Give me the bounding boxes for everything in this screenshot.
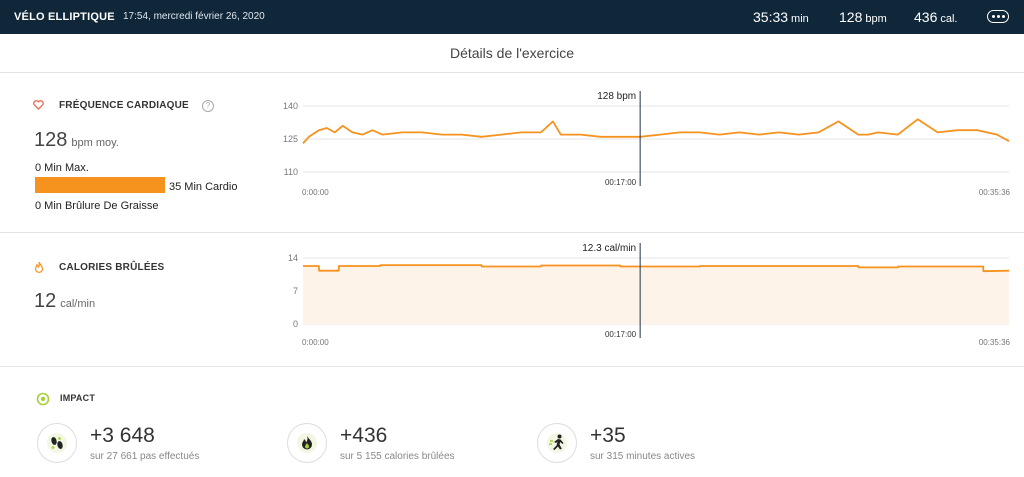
y-tick-label: 110 <box>284 167 298 177</box>
dot-icon <box>996 15 1000 18</box>
target-icon <box>36 392 50 406</box>
zone-fat-burn: 0 Min Brûlure De Graisse <box>35 200 159 212</box>
impact-steps-value: +3 648 <box>90 424 155 447</box>
section-divider <box>0 366 1024 367</box>
y-tick-label: 125 <box>283 134 298 144</box>
active-minutes-badge <box>537 423 577 463</box>
impact-title: IMPACT <box>60 393 96 403</box>
heart-avg: 128 bpm moy. <box>34 129 119 152</box>
zone-max: 0 Min Max. <box>35 162 89 174</box>
top-bar: VÉLO ELLIPTIQUE 17:54, mercredi février … <box>0 0 1024 34</box>
bpm-stat: 128 bpm <box>839 9 887 25</box>
y-tick-label: 7 <box>293 286 298 296</box>
calories-unit: cal. <box>940 13 958 25</box>
duration-value: 35:33 <box>753 9 789 25</box>
series-line <box>302 118 1010 144</box>
x-tick-label: 0:00:00 <box>302 188 329 197</box>
cursor-value-label: 128 bpm <box>597 91 636 102</box>
x-tick-label: 0:00:00 <box>302 338 329 347</box>
impact-steps-sub: sur 27 661 pas effectués <box>90 451 200 462</box>
calories-badge <box>287 423 327 463</box>
bpm-unit: bpm <box>865 13 887 25</box>
calories-title: CALORIES BRÛLÉES <box>59 262 165 273</box>
x-tick-label: 00:35:36 <box>979 188 1011 197</box>
cursor-time-label: 00:17:00 <box>605 178 637 187</box>
calories-rate-value: 12 <box>34 290 57 312</box>
exercise-datetime: 17:54, mercredi février 26, 2020 <box>123 11 265 22</box>
heart-rate-title: FRÉQUENCE CARDIAQUE <box>59 100 189 111</box>
calories-rate: 12 cal/min <box>34 290 95 313</box>
duration-stat: 35:33 min <box>753 9 809 25</box>
heart-icon <box>33 100 44 110</box>
y-tick-label: 0 <box>293 319 298 329</box>
page-title: Détails de l'exercice <box>0 34 1024 73</box>
impact-minutes-sub: sur 315 minutes actives <box>590 451 696 462</box>
section-divider <box>0 232 1024 233</box>
cursor-time-label: 00:17:00 <box>605 330 637 339</box>
calories-chart[interactable]: 14 7 0 12.3 cal/min 00:17:00 0:00:00 00:35:36 <box>280 240 1020 352</box>
heart-avg-unit: bpm moy. <box>71 137 119 149</box>
duration-unit: min <box>791 13 809 25</box>
calories-value: 436 <box>914 9 938 25</box>
area-fill <box>303 265 1009 324</box>
impact-calories-value: +436 <box>340 424 388 447</box>
help-icon[interactable]: ? <box>202 100 214 112</box>
cursor-value-label: 12.3 cal/min <box>582 243 636 254</box>
dot-icon <box>1001 15 1005 18</box>
cardio-zone-bar <box>35 177 165 193</box>
bpm-value: 128 <box>839 9 863 25</box>
impact-calories-sub: sur 5 155 calories brûlées <box>340 451 455 462</box>
calories-rate-unit: cal/min <box>60 298 96 310</box>
y-tick-label: 140 <box>283 101 298 111</box>
y-tick-label: 14 <box>288 253 298 263</box>
heart-rate-chart[interactable]: 140 125 110 128 bpm 00:17:00 0:00:00 00:35:36 <box>280 88 1020 200</box>
footprints-icon <box>47 433 67 453</box>
x-tick-label: 00:35:36 <box>979 338 1011 347</box>
exercise-type: VÉLO ELLIPTIQUE <box>14 11 115 23</box>
dot-icon <box>991 15 995 18</box>
heart-avg-value: 128 <box>34 129 68 151</box>
more-options-button[interactable] <box>987 10 1009 23</box>
flame-icon <box>297 433 317 453</box>
flame-icon <box>34 261 44 273</box>
zone-cardio: 35 Min Cardio <box>169 181 238 193</box>
impact-minutes-value: +35 <box>590 424 626 447</box>
calories-stat: 436 cal. <box>914 9 957 25</box>
runner-icon <box>547 433 567 453</box>
series-line <box>303 264 1010 273</box>
steps-badge <box>37 423 77 463</box>
